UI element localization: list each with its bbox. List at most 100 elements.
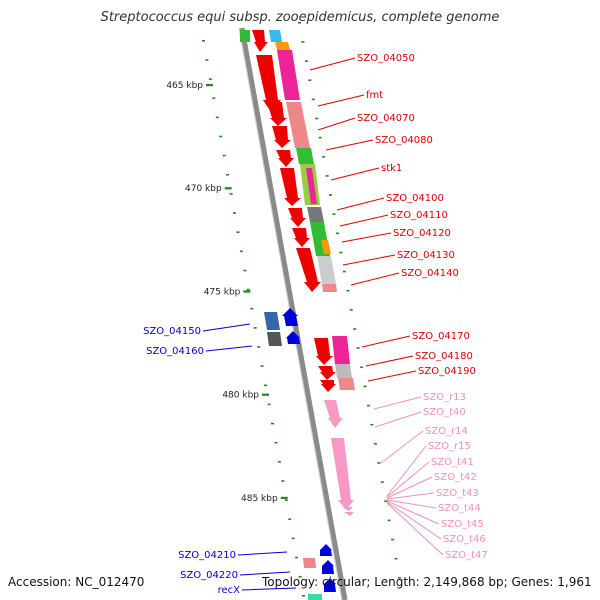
gene-block-multi-mag [306, 168, 317, 204]
gene-label-forward: fmt [366, 90, 383, 101]
gene-block-cyan [269, 30, 282, 42]
leader-line [239, 571, 291, 576]
gene-label-rna: SZO_t42 [434, 472, 477, 483]
leader-line [374, 411, 422, 428]
reverse-arrow [320, 544, 332, 556]
track-dot [246, 288, 250, 291]
gene-label-rna: SZO_t44 [438, 503, 481, 514]
track-dot [208, 78, 212, 80]
forward-arrow [267, 102, 287, 126]
track-dot [304, 60, 308, 62]
forward-arrow [252, 30, 268, 52]
gene-label-rna: SZO_r15 [428, 441, 471, 452]
gene-block-pink [322, 284, 337, 292]
track-dot [253, 327, 257, 329]
track-dot [257, 346, 261, 348]
leader-line [386, 499, 437, 509]
reverse-arrow [282, 308, 298, 326]
track-dot [302, 595, 305, 597]
gene-label-rna: SZO_t45 [441, 519, 484, 530]
forward-arrow [276, 150, 294, 167]
track-dot [342, 270, 346, 273]
scale-tick [243, 290, 251, 293]
scale-label: 465 kbp [166, 81, 203, 91]
scale-label: 475 kbp [204, 287, 241, 297]
track-dot [325, 175, 329, 177]
leader-line [361, 335, 411, 348]
track-dot [394, 557, 398, 560]
forward-arrow [288, 208, 306, 227]
leader-line [373, 396, 422, 410]
track-dot [233, 212, 236, 214]
track-dot [353, 328, 357, 330]
gene-label-rna: SZO_t47 [445, 550, 488, 561]
track-dot [318, 136, 322, 139]
scale-label: 470 kbp [185, 184, 222, 194]
forward-arrow [318, 366, 336, 380]
track-dot [295, 556, 299, 559]
track-dot [308, 79, 312, 81]
gene-label-forward: SZO_04070 [357, 113, 415, 124]
leader-line [341, 232, 392, 243]
scale-label: 480 kbp [222, 391, 259, 401]
track-dot [360, 366, 364, 369]
forward-strand-features [240, 30, 355, 392]
track-dot [222, 154, 226, 157]
leader-line [309, 57, 356, 71]
track-dot [322, 156, 326, 158]
rrna-arrow [331, 438, 354, 510]
gene-block-orange [275, 42, 290, 50]
leader-line [317, 94, 365, 107]
gene-block-gray [307, 207, 324, 222]
gene-block-magenta [277, 50, 300, 100]
rrna-arrow [324, 400, 343, 428]
gene-label-forward: SZO_04130 [397, 250, 455, 261]
leader-line [325, 139, 374, 151]
scale-label: 485 kbp [241, 494, 278, 504]
forward-arrow [314, 338, 333, 365]
leader-line [317, 117, 356, 131]
track-dot [301, 41, 305, 43]
gene-label-reverse: SZO_04220 [180, 570, 238, 581]
label-leader-lines [202, 57, 444, 591]
gene-block-light-gray [317, 256, 336, 284]
gene-label-forward: SZO_04170 [412, 331, 470, 342]
track-dot [236, 231, 240, 233]
leader-line [386, 501, 442, 540]
track-dot [215, 116, 219, 119]
track-dot [356, 347, 360, 349]
gene-label-forward: SZO_04190 [418, 366, 476, 377]
gene-label-forward: SZO_04050 [357, 53, 415, 64]
forward-arrow [272, 126, 291, 148]
leader-line [367, 370, 417, 382]
reverse-block-steel [264, 312, 280, 330]
track-dot [243, 269, 247, 272]
gene-block-magenta-2 [332, 336, 350, 364]
track-dot [284, 499, 288, 501]
track-dot [267, 403, 271, 406]
track-dot [339, 251, 343, 254]
track-dot [346, 289, 350, 292]
leader-line [241, 587, 297, 591]
track-dot [315, 117, 319, 120]
reverse-block-teal [308, 594, 322, 600]
gene-label-rna: SZO_t40 [423, 407, 466, 418]
leader-line [386, 476, 433, 499]
track-dot [298, 575, 302, 578]
gene-block-gray-2 [335, 364, 352, 378]
gene-label-forward: SZO_04080 [375, 135, 433, 146]
track-dot [288, 518, 292, 520]
track-dot [377, 462, 381, 464]
gene-block-green [296, 148, 314, 164]
reverse-arrow [286, 331, 300, 344]
track-dot [260, 365, 264, 367]
track-dot [380, 481, 384, 483]
gene-block-salmon-2 [338, 378, 355, 390]
track-dot [398, 577, 401, 579]
scale-tick [262, 393, 269, 396]
gene-block-salmon [286, 102, 310, 148]
forward-arrow [320, 380, 336, 392]
leader-line [386, 502, 444, 556]
